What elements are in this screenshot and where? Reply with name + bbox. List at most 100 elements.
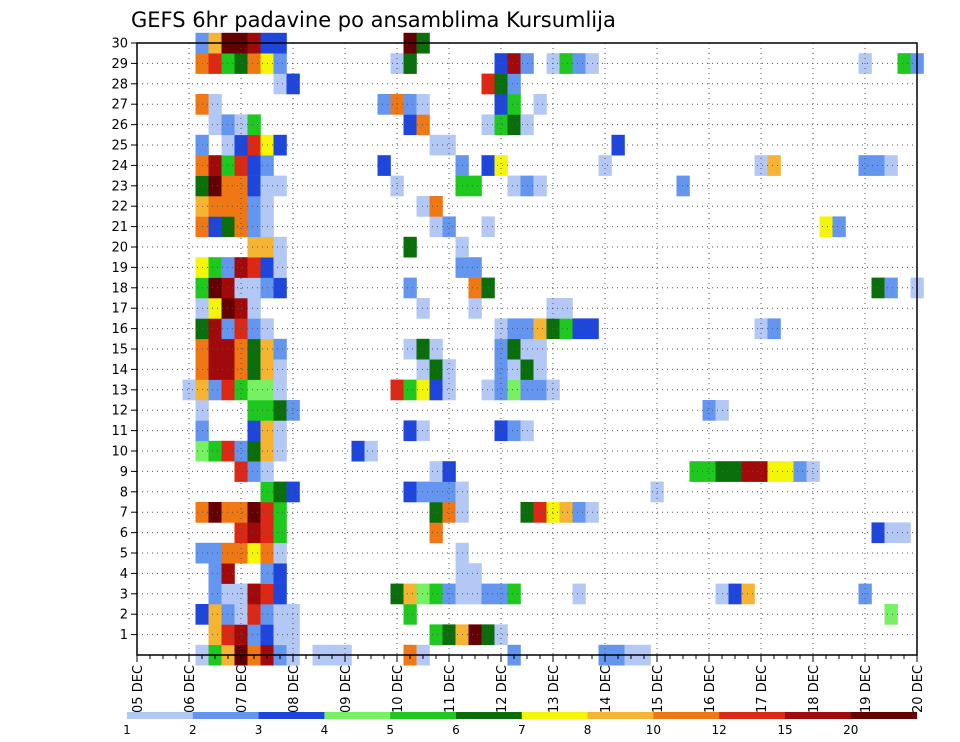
heatmap-cell bbox=[221, 604, 235, 625]
heatmap-cell bbox=[247, 298, 261, 319]
heatmap-cell bbox=[806, 461, 820, 482]
y-tick-label: 26 bbox=[111, 118, 128, 133]
heatmap-cell bbox=[676, 175, 690, 197]
legend-swatch bbox=[653, 712, 720, 719]
heatmap-cell bbox=[416, 379, 430, 401]
heatmap-cell bbox=[507, 379, 521, 401]
heatmap-cell bbox=[234, 155, 248, 176]
heatmap-cell bbox=[533, 379, 547, 401]
heatmap-cell bbox=[364, 440, 378, 462]
heatmap-cell bbox=[533, 359, 547, 380]
heatmap-cell bbox=[754, 461, 768, 482]
heatmap-cell bbox=[507, 318, 521, 340]
y-tick-label: 7 bbox=[120, 506, 128, 521]
heatmap-cell bbox=[403, 53, 417, 74]
x-tick-label: 08 DEC bbox=[287, 665, 302, 713]
heatmap-cell bbox=[247, 114, 261, 136]
heatmap-cell bbox=[208, 624, 222, 646]
heatmap-cell bbox=[442, 481, 456, 503]
heatmap-cell bbox=[481, 114, 495, 136]
heatmap-cell bbox=[572, 502, 586, 523]
heatmap-cell bbox=[559, 53, 573, 74]
legend-swatch bbox=[850, 712, 918, 719]
heatmap-cell bbox=[247, 175, 261, 197]
legend-label: 15 bbox=[777, 723, 792, 737]
y-tick-label: 20 bbox=[111, 241, 128, 256]
heatmap-cell bbox=[429, 338, 443, 360]
heatmap-cell bbox=[221, 379, 235, 401]
heatmap-cell bbox=[273, 175, 287, 197]
heatmap-cell bbox=[247, 338, 261, 360]
x-tick-label: 20 DEC bbox=[911, 665, 926, 713]
heatmap-cell bbox=[247, 318, 261, 340]
heatmap-cell bbox=[208, 440, 222, 462]
heatmap-cell bbox=[234, 338, 248, 360]
heatmap-cell bbox=[416, 359, 430, 380]
heatmap-cell bbox=[507, 420, 521, 442]
heatmap-cell bbox=[351, 440, 365, 462]
heatmap-cell bbox=[247, 624, 261, 646]
y-tick-label: 16 bbox=[111, 322, 128, 337]
heatmap-cell bbox=[221, 542, 235, 564]
heatmap-cell bbox=[416, 94, 430, 115]
y-tick-label: 8 bbox=[120, 485, 128, 500]
heatmap-cell bbox=[884, 155, 898, 176]
y-tick-label: 1 bbox=[120, 628, 128, 643]
heatmap-cell bbox=[273, 257, 287, 278]
heatmap-cell bbox=[286, 604, 300, 625]
y-tick-label: 13 bbox=[111, 383, 128, 398]
heatmap-cell bbox=[871, 277, 885, 299]
heatmap-cell bbox=[234, 216, 248, 238]
heatmap-cell bbox=[221, 563, 235, 584]
heatmap-cell bbox=[416, 298, 430, 319]
heatmap-cell bbox=[546, 502, 560, 523]
y-tick-label: 10 bbox=[111, 445, 128, 460]
heatmap-cell bbox=[208, 563, 222, 584]
y-tick-label: 11 bbox=[111, 424, 128, 439]
heatmap-cell bbox=[221, 175, 235, 197]
heatmap-cell bbox=[507, 114, 521, 136]
heatmap-cell bbox=[234, 114, 248, 136]
heatmap-cell bbox=[767, 318, 781, 340]
heatmap-cell bbox=[234, 604, 248, 625]
heatmap-cell bbox=[468, 277, 482, 299]
heatmap-cell bbox=[481, 624, 495, 646]
x-tick-label: 17 DEC bbox=[755, 665, 770, 713]
y-tick-label: 6 bbox=[120, 526, 128, 541]
heatmap-cell bbox=[247, 155, 261, 176]
heatmap-cell bbox=[273, 338, 287, 360]
heatmap-cell bbox=[429, 583, 443, 605]
heatmap-cell bbox=[754, 155, 768, 176]
heatmap-cell bbox=[533, 318, 547, 340]
y-tick-label: 17 bbox=[111, 302, 128, 317]
heatmap-cell bbox=[832, 216, 846, 238]
y-tick-label: 23 bbox=[111, 179, 128, 194]
heatmap-cell bbox=[273, 379, 287, 401]
heatmap-cell bbox=[559, 318, 573, 340]
legend-label: 4 bbox=[321, 723, 329, 737]
heatmap-cell bbox=[871, 522, 885, 544]
heatmap-cell bbox=[429, 522, 443, 544]
x-axis: 05 DEC 06 DEC 07 DEC 08 DEC 09 DEC 10 DEC 11 D… bbox=[131, 655, 926, 713]
heatmap-cell bbox=[273, 522, 287, 544]
legend-swatch bbox=[390, 712, 457, 719]
x-tick-label: 16 DEC bbox=[703, 665, 718, 713]
heatmap-cell bbox=[403, 604, 417, 625]
heatmap-cell bbox=[507, 338, 521, 360]
heatmap-cell bbox=[247, 379, 261, 401]
x-tick-label: 07 DEC bbox=[235, 665, 250, 713]
heatmap-cell bbox=[273, 359, 287, 380]
y-tick-label: 5 bbox=[120, 547, 128, 562]
heatmap-cell bbox=[507, 583, 521, 605]
heatmap-cell bbox=[247, 604, 261, 625]
heatmap-cell bbox=[403, 583, 417, 605]
heatmap-cell bbox=[247, 440, 261, 462]
y-tick-label: 28 bbox=[111, 77, 128, 92]
x-tick-label: 10 DEC bbox=[391, 665, 406, 713]
legend-swatch bbox=[258, 712, 325, 719]
heatmap-cell bbox=[234, 624, 248, 646]
heatmap-cell bbox=[273, 420, 287, 442]
heatmap-cell bbox=[273, 583, 287, 605]
heatmap-cell bbox=[221, 502, 235, 523]
